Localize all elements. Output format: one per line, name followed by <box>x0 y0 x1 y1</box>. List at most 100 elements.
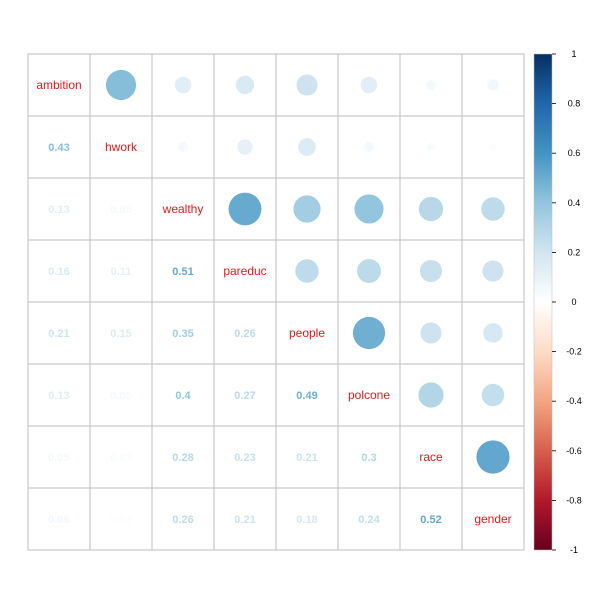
corr-circle-ambition-wealthy <box>174 76 192 94</box>
colorbar-tick-label: -0.8 <box>566 495 582 505</box>
corr-value-gender-hwork: 0.02 <box>110 514 131 526</box>
corr-value-race-pareduc: 0.23 <box>234 452 255 464</box>
corr-circle-ambition-hwork <box>105 69 137 101</box>
colorbar-tick-label: 0.2 <box>568 247 581 257</box>
corr-value-gender-polcone: 0.24 <box>358 514 380 526</box>
grid-cell <box>275 363 339 427</box>
corr-value-race-wealthy: 0.28 <box>172 452 193 464</box>
corr-circle-wealthy-gender <box>481 197 505 221</box>
variable-label-wealthy: wealthy <box>162 202 204 216</box>
corr-value-pareduc-ambition: 0.16 <box>48 266 69 278</box>
corr-circle-hwork-wealthy <box>177 141 189 153</box>
corr-value-people-pareduc: 0.26 <box>234 328 255 340</box>
grid-cell <box>461 53 525 117</box>
grid-cell <box>27 487 91 551</box>
corr-value-race-ambition: 0.05 <box>48 452 69 464</box>
grid-cell <box>213 487 277 551</box>
corr-circle-ambition-pareduc <box>235 75 255 95</box>
grid-cell <box>275 301 339 365</box>
grid-cell <box>89 425 153 489</box>
corr-circle-polcone-gender <box>481 383 505 407</box>
corr-circle-pareduc-race <box>419 259 443 283</box>
grid-cell <box>89 115 153 179</box>
grid-cell <box>399 425 463 489</box>
corr-value-people-hwork: 0.15 <box>110 328 131 340</box>
corr-circle-people-gender <box>483 323 503 343</box>
grid-cell <box>213 301 277 365</box>
colorbar-tick-label: 0 <box>571 297 576 307</box>
corr-circle-pareduc-polcone <box>357 259 381 283</box>
variable-label-hwork: hwork <box>105 140 138 154</box>
corr-circle-wealthy-polcone <box>354 194 384 224</box>
corr-value-race-polcone: 0.3 <box>361 452 376 464</box>
grid-cell <box>151 239 215 303</box>
corr-value-pareduc-wealthy: 0.51 <box>172 266 193 278</box>
corr-value-hwork-ambition: 0.43 <box>48 142 69 154</box>
colorbar-tick-label: -0.4 <box>566 396 582 406</box>
corr-circle-wealthy-people <box>293 195 321 223</box>
grid-cell <box>89 363 153 427</box>
corr-circle-pareduc-gender <box>482 260 504 282</box>
grid-cell <box>337 363 401 427</box>
cell-layer: ambition 0.43 hwork 0.13 0.05 wealthy 0.16 0.11… <box>36 69 512 526</box>
corr-circle-pareduc-people <box>295 259 319 283</box>
corr-value-polcone-pareduc: 0.27 <box>234 390 255 402</box>
corr-circle-wealthy-pareduc <box>228 192 262 226</box>
grid-cell <box>275 425 339 489</box>
grid-cell <box>89 487 153 551</box>
grid-cell <box>213 239 277 303</box>
grid-cell <box>399 301 463 365</box>
corr-value-gender-people: 0.18 <box>296 514 317 526</box>
corr-circle-hwork-race <box>427 143 435 151</box>
grid-cell <box>337 177 401 241</box>
corr-circle-hwork-pareduc <box>237 139 253 155</box>
corr-value-wealthy-ambition: 0.13 <box>48 204 69 216</box>
corr-value-race-people: 0.21 <box>296 452 317 464</box>
grid-cell <box>89 177 153 241</box>
grid-cell <box>337 487 401 551</box>
variable-label-polcone: polcone <box>348 388 390 402</box>
corr-value-wealthy-hwork: 0.05 <box>110 204 131 216</box>
corr-value-polcone-ambition: 0.13 <box>48 390 69 402</box>
corr-circle-ambition-polcone <box>360 76 378 94</box>
grid-cell <box>275 487 339 551</box>
colorbar-tick-label: -1 <box>570 545 578 555</box>
variable-label-gender: gender <box>474 512 511 526</box>
corr-circle-ambition-race <box>425 79 437 91</box>
corr-circle-people-race <box>420 322 442 344</box>
variable-label-people: people <box>289 326 325 340</box>
grid-cell <box>461 487 525 551</box>
colorbar-tick-label: -0.6 <box>566 446 582 456</box>
colorbar-tick-label: 0.6 <box>568 148 581 158</box>
corr-value-people-wealthy: 0.35 <box>172 328 193 340</box>
corr-value-gender-wealthy: 0.26 <box>172 514 193 526</box>
colorbar-tick-label: 0.8 <box>568 99 581 109</box>
colorbar-gradient-bar <box>533 53 553 551</box>
grid-cell <box>27 53 91 117</box>
corr-circle-ambition-people <box>296 74 318 96</box>
grid-cell <box>27 425 91 489</box>
corr-value-gender-race: 0.52 <box>420 514 441 526</box>
corr-value-people-ambition: 0.21 <box>48 328 69 340</box>
corr-circle-polcone-race <box>418 382 444 408</box>
corr-circle-ambition-gender <box>487 79 499 91</box>
corr-value-polcone-people: 0.49 <box>296 390 317 402</box>
corr-value-race-hwork: 0.03 <box>110 452 131 464</box>
colorbar: 1 0.8 0.6 0.4 0.2 0 -0.2 -0.4 -0.6 -0.8 -1 <box>533 49 582 555</box>
grid-cell <box>151 177 215 241</box>
colorbar-tick-label: 1 <box>571 49 576 59</box>
corr-circle-hwork-people <box>298 138 316 156</box>
variable-label-pareduc: pareduc <box>223 264 266 278</box>
colorbar-tick-label: 0.4 <box>568 198 581 208</box>
corr-circle-race-gender <box>476 440 510 474</box>
grid-cell <box>151 487 215 551</box>
grid-cell <box>151 425 215 489</box>
corr-circle-hwork-polcone <box>363 141 375 153</box>
grid-cell <box>337 115 401 179</box>
corr-circle-people-polcone <box>352 316 386 350</box>
corr-value-polcone-hwork: 0.05 <box>110 390 131 402</box>
variable-label-race: race <box>419 450 443 464</box>
grid-cell <box>151 363 215 427</box>
